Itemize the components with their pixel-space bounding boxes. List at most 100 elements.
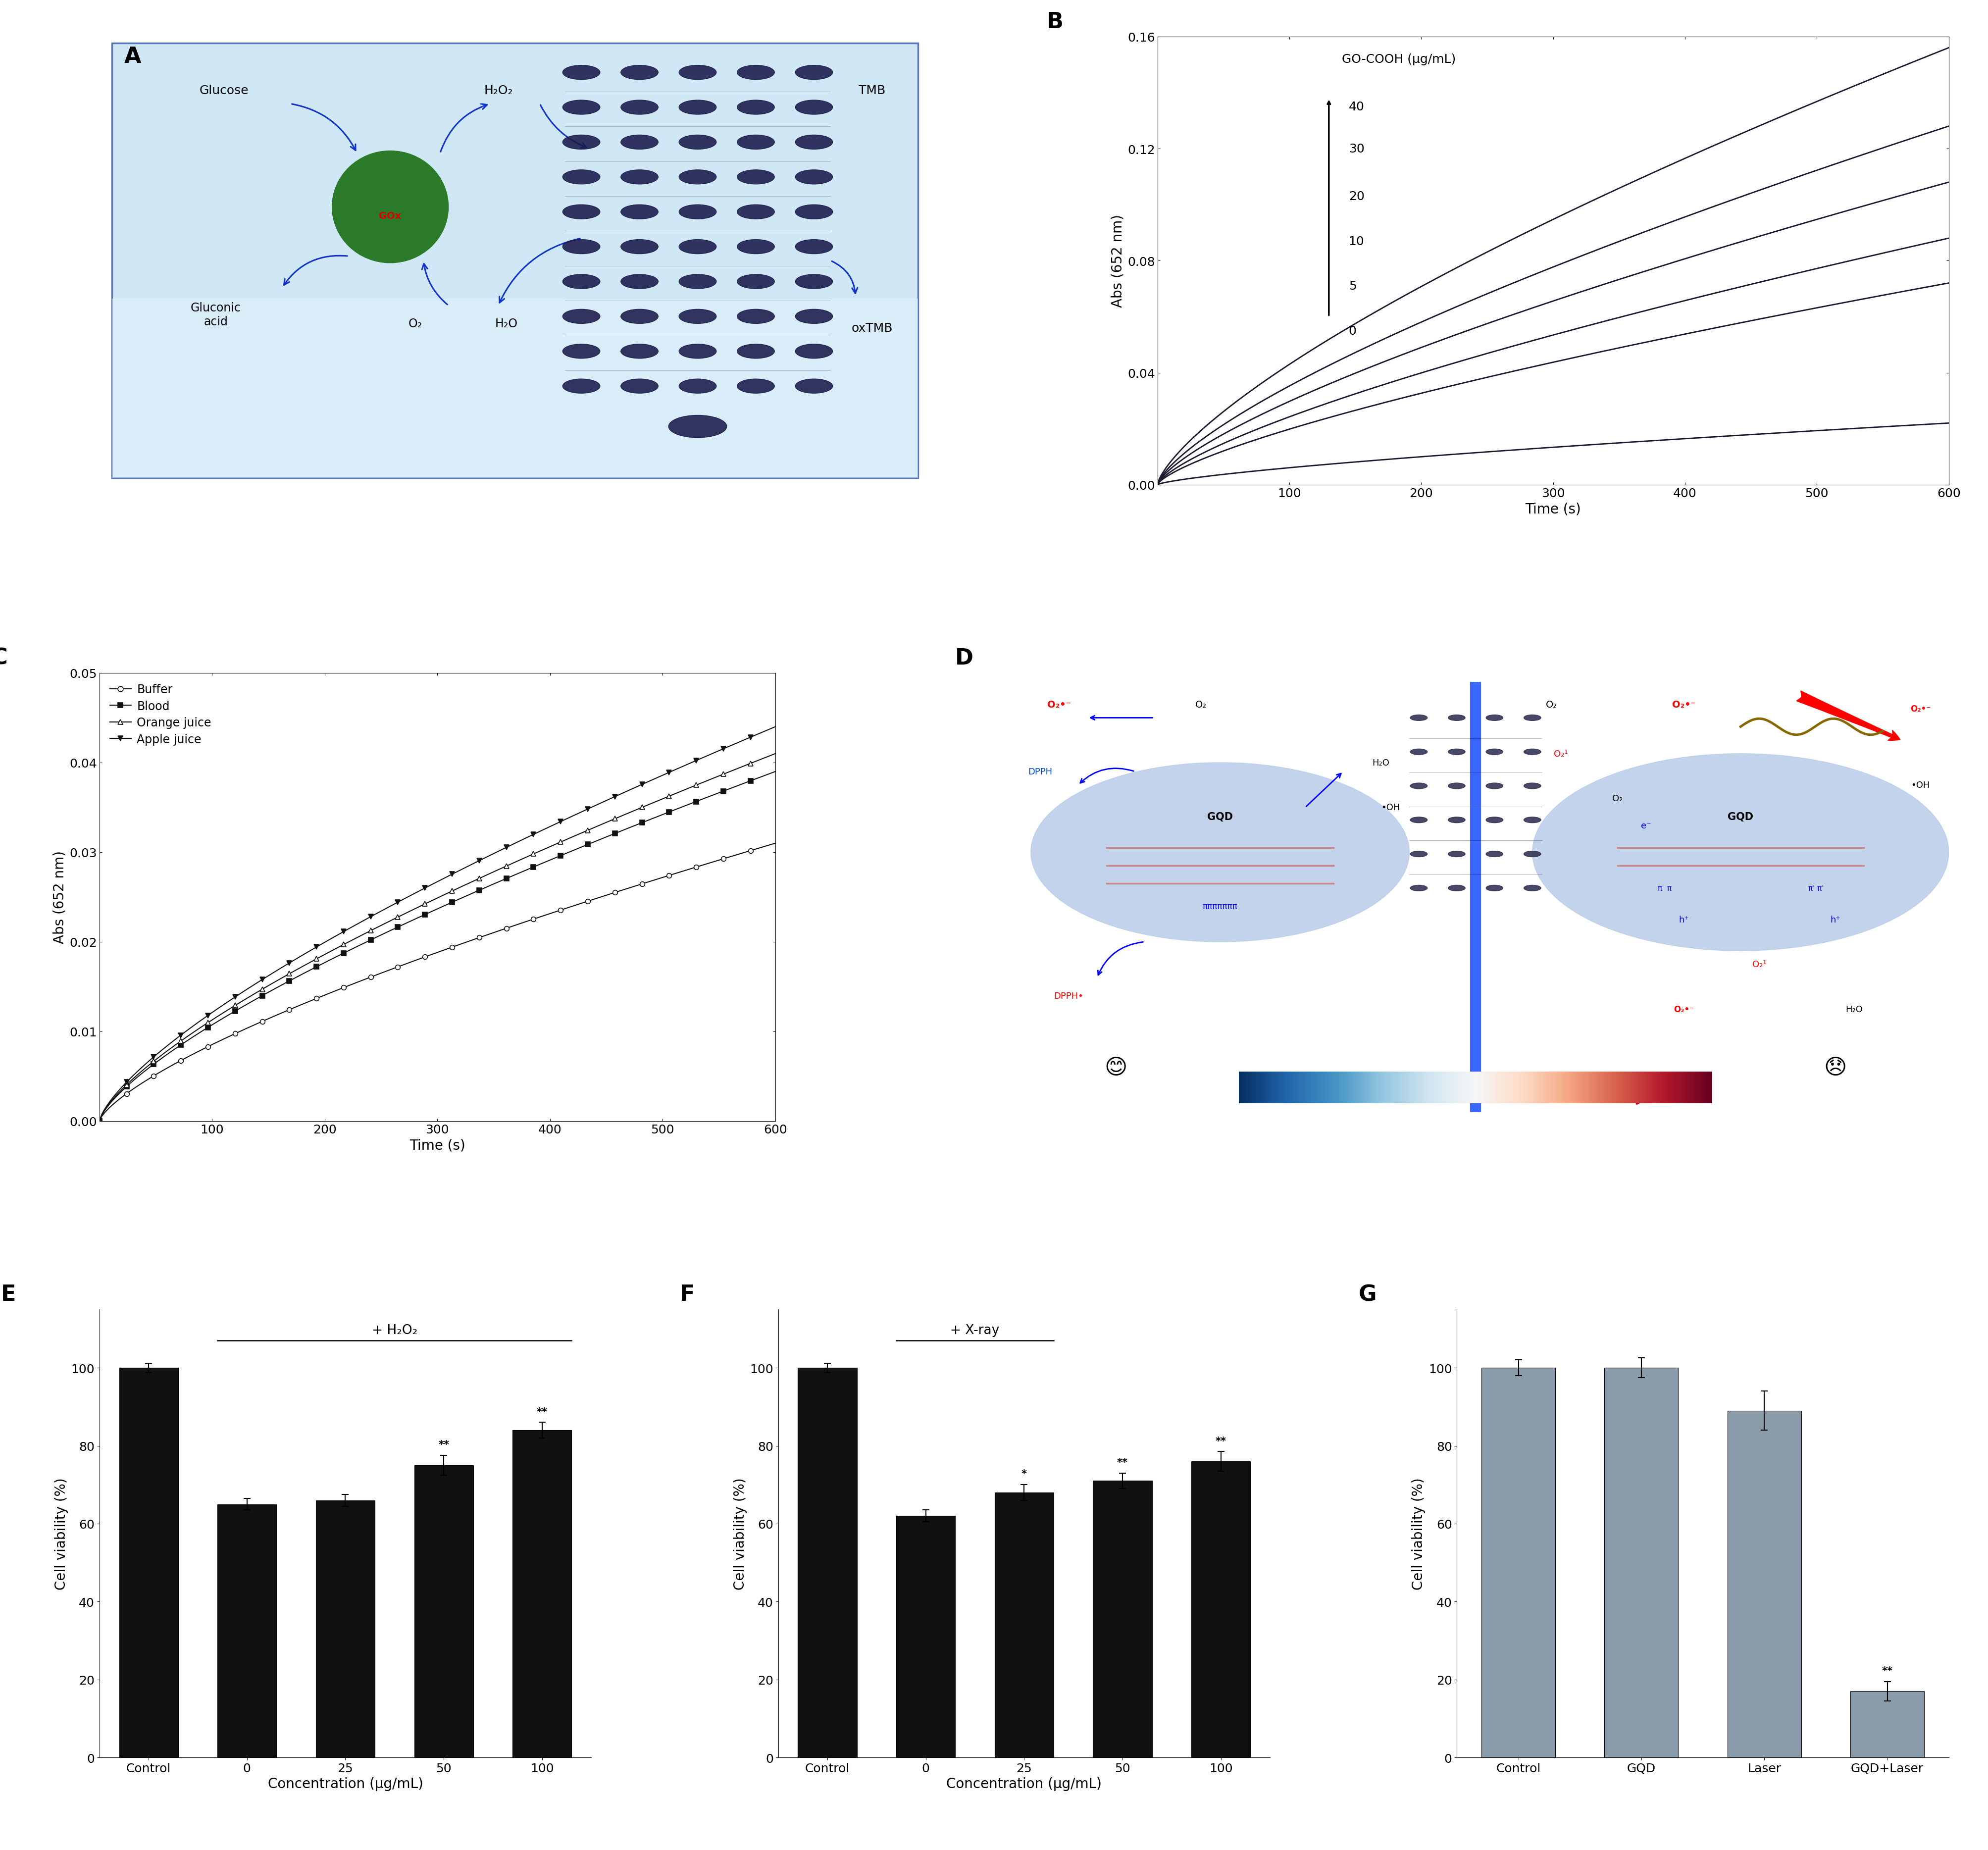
Apple juice — [501, 832, 525, 855]
Ellipse shape — [620, 65, 658, 80]
Ellipse shape — [1409, 749, 1427, 755]
Ellipse shape — [620, 240, 658, 253]
Ellipse shape — [1409, 886, 1427, 892]
Text: •OH: •OH — [1380, 803, 1400, 812]
Ellipse shape — [620, 205, 658, 220]
Ellipse shape — [738, 100, 773, 115]
Buffer — [763, 832, 787, 855]
Ellipse shape — [738, 344, 773, 359]
Text: 5: 5 — [1348, 281, 1356, 292]
Text: C: C — [0, 648, 8, 668]
Ellipse shape — [678, 135, 716, 150]
Blood — [501, 864, 525, 886]
Legend: Buffer, Blood, Orange juice, Apple juice: Buffer, Blood, Orange juice, Apple juice — [105, 679, 217, 749]
Text: O₂¹: O₂¹ — [1751, 960, 1765, 969]
Buffer — [700, 851, 724, 873]
Orange juice — [489, 857, 513, 879]
Text: + H₂O₂: + H₂O₂ — [372, 1325, 417, 1338]
Ellipse shape — [563, 205, 600, 220]
Ellipse shape — [620, 100, 658, 115]
Apple juice — [489, 838, 513, 860]
Bar — [119, 1367, 179, 1758]
Text: GO-COOH (μg/mL): GO-COOH (μg/mL) — [1342, 54, 1455, 65]
Text: H₂O: H₂O — [495, 318, 517, 329]
Bar — [797, 1367, 857, 1758]
Y-axis label: Cell viability (%): Cell viability (%) — [54, 1478, 68, 1589]
Ellipse shape — [563, 135, 600, 150]
Buffer — [487, 919, 511, 942]
Bar — [897, 1515, 954, 1758]
Ellipse shape — [678, 100, 716, 115]
Text: O₂•⁻: O₂•⁻ — [1048, 699, 1072, 709]
Ellipse shape — [620, 379, 658, 394]
Ellipse shape — [563, 276, 600, 289]
Bar — [316, 1500, 376, 1758]
Orange juice — [87, 1110, 111, 1132]
Ellipse shape — [678, 205, 716, 220]
Text: GQD: GQD — [1207, 812, 1233, 821]
Text: **: ** — [1117, 1458, 1127, 1467]
Apple juice — [763, 716, 787, 738]
Bar — [217, 1504, 276, 1758]
Text: Glucose: Glucose — [199, 85, 248, 96]
Text: B: B — [1046, 11, 1064, 33]
Text: Gluconic
acid: Gluconic acid — [191, 302, 241, 327]
Orange juice — [656, 786, 680, 808]
Y-axis label: Cell viability (%): Cell viability (%) — [734, 1478, 747, 1589]
Ellipse shape — [563, 240, 600, 253]
Ellipse shape — [795, 170, 833, 185]
FancyBboxPatch shape — [111, 44, 918, 479]
Orange juice — [487, 858, 511, 881]
Text: oxTMB: oxTMB — [851, 322, 893, 335]
Bar — [1191, 1462, 1250, 1758]
Bar — [1728, 1412, 1801, 1758]
Ellipse shape — [620, 344, 658, 359]
Text: **: ** — [537, 1406, 547, 1417]
Text: DPPH: DPPH — [1028, 768, 1052, 777]
Ellipse shape — [668, 416, 726, 438]
Text: O₂•⁻: O₂•⁻ — [1910, 705, 1930, 714]
Orange juice — [501, 853, 525, 875]
Apple juice — [700, 744, 724, 766]
Orange juice — [89, 1104, 113, 1127]
Ellipse shape — [795, 240, 833, 253]
Text: 30: 30 — [1348, 142, 1364, 155]
Buffer — [656, 864, 680, 886]
Ellipse shape — [1409, 851, 1427, 857]
Ellipse shape — [738, 309, 773, 324]
Text: O₂: O₂ — [1195, 699, 1207, 709]
X-axis label: Concentration (μg/mL): Concentration (μg/mL) — [268, 1778, 423, 1791]
Ellipse shape — [795, 379, 833, 394]
Text: 40: 40 — [1348, 102, 1364, 113]
Ellipse shape — [1485, 818, 1503, 823]
Ellipse shape — [1523, 851, 1541, 857]
Apple juice — [89, 1104, 113, 1127]
Blood — [656, 801, 680, 823]
Ellipse shape — [563, 379, 600, 394]
X-axis label: Time (s): Time (s) — [410, 1138, 465, 1153]
Line: Blood: Blood — [97, 770, 777, 1123]
Apple juice — [656, 762, 680, 784]
Bar — [414, 1465, 473, 1758]
Ellipse shape — [795, 344, 833, 359]
Ellipse shape — [795, 276, 833, 289]
Text: TMB: TMB — [859, 85, 885, 96]
Bar — [1604, 1367, 1678, 1758]
Ellipse shape — [678, 170, 716, 185]
Text: GQD: GQD — [1728, 812, 1753, 821]
Text: H₂O₂: H₂O₂ — [483, 85, 513, 96]
Ellipse shape — [620, 170, 658, 185]
Ellipse shape — [1409, 818, 1427, 823]
Text: 20: 20 — [1348, 191, 1364, 202]
Text: Live: Live — [1256, 1090, 1278, 1099]
Text: H₂O: H₂O — [1372, 758, 1390, 768]
Bar — [513, 1430, 571, 1758]
Text: •OH: •OH — [1910, 781, 1930, 790]
Text: π' π': π' π' — [1807, 884, 1823, 892]
Ellipse shape — [738, 276, 773, 289]
Text: πππππππ: πππππππ — [1203, 901, 1237, 910]
Blood — [487, 871, 511, 894]
Ellipse shape — [795, 100, 833, 115]
Ellipse shape — [678, 276, 716, 289]
Line: Orange juice: Orange juice — [97, 751, 777, 1123]
